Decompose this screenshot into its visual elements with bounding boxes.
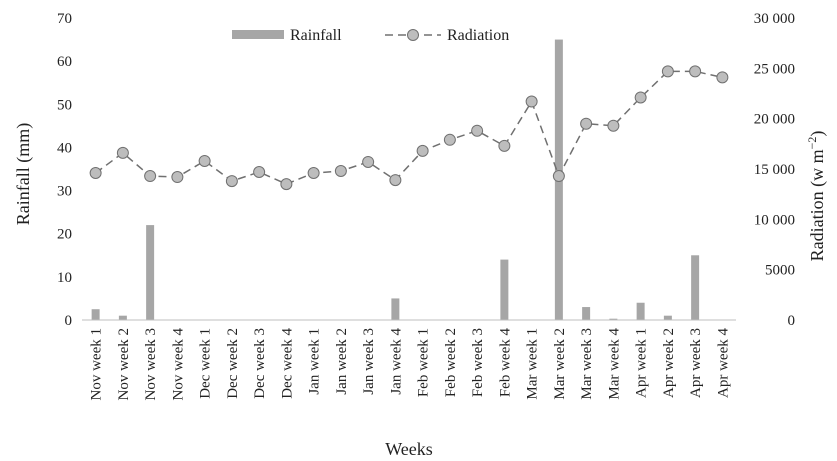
radiation-point bbox=[362, 155, 375, 168]
radiation-point bbox=[225, 175, 238, 188]
x-tick-label: Dec week 3 bbox=[252, 328, 268, 399]
legend-rainfall-swatch bbox=[232, 30, 284, 39]
y2-tick-label: 5000 bbox=[765, 263, 795, 279]
radiation-point bbox=[471, 124, 484, 137]
radiation-point bbox=[416, 144, 429, 157]
y-tick-label: 30 bbox=[57, 184, 72, 200]
radiation-point bbox=[498, 139, 511, 152]
y2-axis-title-close: ) bbox=[807, 131, 828, 137]
radiation-point bbox=[307, 167, 320, 180]
y-tick-label: 0 bbox=[65, 313, 73, 329]
x-tick-label: Mar week 3 bbox=[579, 328, 595, 400]
x-tick-label: Apr week 1 bbox=[634, 328, 650, 398]
rainfall-bar bbox=[609, 318, 618, 320]
y-tick-label: 70 bbox=[57, 11, 72, 27]
y-tick-label: 20 bbox=[57, 227, 72, 243]
x-tick-label: Nov week 1 bbox=[89, 328, 105, 400]
x-tick-label: Nov week 3 bbox=[143, 328, 159, 400]
x-tick-label: Dec week 2 bbox=[225, 328, 241, 399]
radiation-point bbox=[253, 166, 266, 179]
x-tick-label: Feb week 2 bbox=[443, 328, 459, 397]
y-tick-label: 50 bbox=[57, 97, 72, 113]
y-axis-title: Rainfall (mm) bbox=[13, 123, 34, 225]
x-tick-label: Mar week 1 bbox=[525, 328, 541, 400]
x-tick-label: Dec week 4 bbox=[279, 328, 295, 399]
rainfall-bar bbox=[118, 315, 127, 320]
radiation-point bbox=[689, 65, 702, 78]
radiation-point bbox=[389, 174, 402, 187]
radiation-line bbox=[89, 65, 729, 191]
y2-tick-label: 15 000 bbox=[754, 162, 795, 178]
rainfall-bar bbox=[91, 309, 100, 320]
rainfall-bar bbox=[391, 298, 400, 320]
radiation-point bbox=[607, 119, 620, 132]
y-tick-label: 10 bbox=[57, 270, 72, 286]
y2-tick-label: 25 000 bbox=[754, 61, 795, 77]
x-tick-label: Jan week 1 bbox=[307, 328, 323, 395]
x-tick-label: Dec week 1 bbox=[198, 328, 214, 399]
x-tick-label: Apr week 2 bbox=[661, 328, 677, 398]
rainfall-bar bbox=[663, 315, 672, 320]
radiation-point bbox=[634, 91, 647, 104]
radiation-point bbox=[89, 167, 102, 180]
radiation-point bbox=[144, 170, 157, 183]
legend-radiation-label: Radiation bbox=[447, 27, 509, 44]
x-tick-label: Feb week 1 bbox=[416, 328, 432, 397]
radiation-point bbox=[716, 71, 729, 84]
x-tick-label: Jan week 4 bbox=[388, 328, 404, 395]
legend-radiation-marker bbox=[407, 29, 419, 41]
x-tick-label: Mar week 4 bbox=[606, 328, 622, 400]
y2-axis-title-sup: −2 bbox=[805, 137, 819, 150]
y-axis-ticks: 0 10 20 30 40 50 60 70 bbox=[57, 11, 72, 329]
radiation-point bbox=[116, 146, 129, 159]
rainfall-bar bbox=[582, 307, 591, 320]
radiation-point bbox=[198, 154, 211, 167]
x-tick-label: Feb week 4 bbox=[497, 328, 513, 398]
y2-tick-label: 10 000 bbox=[754, 212, 795, 228]
radiation-point bbox=[280, 178, 293, 191]
x-tick-label: Apr week 3 bbox=[688, 328, 704, 398]
x-tick-label: Mar week 2 bbox=[552, 328, 568, 400]
radiation-point bbox=[334, 165, 347, 178]
radiation-point bbox=[171, 171, 184, 184]
radiation-point bbox=[552, 170, 565, 183]
x-tick-label: Jan week 3 bbox=[361, 328, 377, 395]
x-tick-label: Feb week 3 bbox=[470, 328, 486, 397]
legend: Rainfall Radiation bbox=[232, 27, 509, 44]
x-tick-label: Nov week 2 bbox=[116, 328, 132, 400]
rainfall-bar bbox=[146, 225, 155, 320]
y2-tick-label: 30 000 bbox=[754, 11, 795, 27]
radiation-point bbox=[580, 117, 593, 130]
rainfall-bar bbox=[636, 302, 645, 320]
x-tick-label: Jan week 2 bbox=[334, 328, 350, 395]
legend-rainfall-label: Rainfall bbox=[290, 27, 342, 44]
radiation-point bbox=[525, 95, 538, 108]
y2-tick-label: 0 bbox=[788, 313, 796, 329]
x-tick-label: Nov week 4 bbox=[170, 328, 186, 401]
y2-axis-ticks: 0 5000 10 000 15 000 20 000 25 000 30 000 bbox=[754, 11, 795, 329]
x-axis-ticks: Nov week 1 Nov week 2 Nov week 3 Nov week 4… bbox=[89, 328, 732, 401]
radiation-point bbox=[661, 65, 674, 78]
y2-tick-label: 20 000 bbox=[754, 112, 795, 128]
x-axis-title: Weeks bbox=[385, 439, 433, 459]
rainfall-bar bbox=[500, 259, 509, 320]
y-tick-label: 40 bbox=[57, 140, 72, 156]
rainfall-bar bbox=[691, 255, 700, 320]
radiation-series-line bbox=[95, 70, 723, 185]
x-tick-label: Apr week 4 bbox=[715, 328, 731, 398]
y2-axis-title-main: Radiation (w m bbox=[807, 149, 828, 261]
radiation-point bbox=[443, 133, 456, 146]
y2-axis-title: Radiation (w m−2) bbox=[805, 131, 828, 262]
y-tick-label: 60 bbox=[57, 54, 72, 70]
